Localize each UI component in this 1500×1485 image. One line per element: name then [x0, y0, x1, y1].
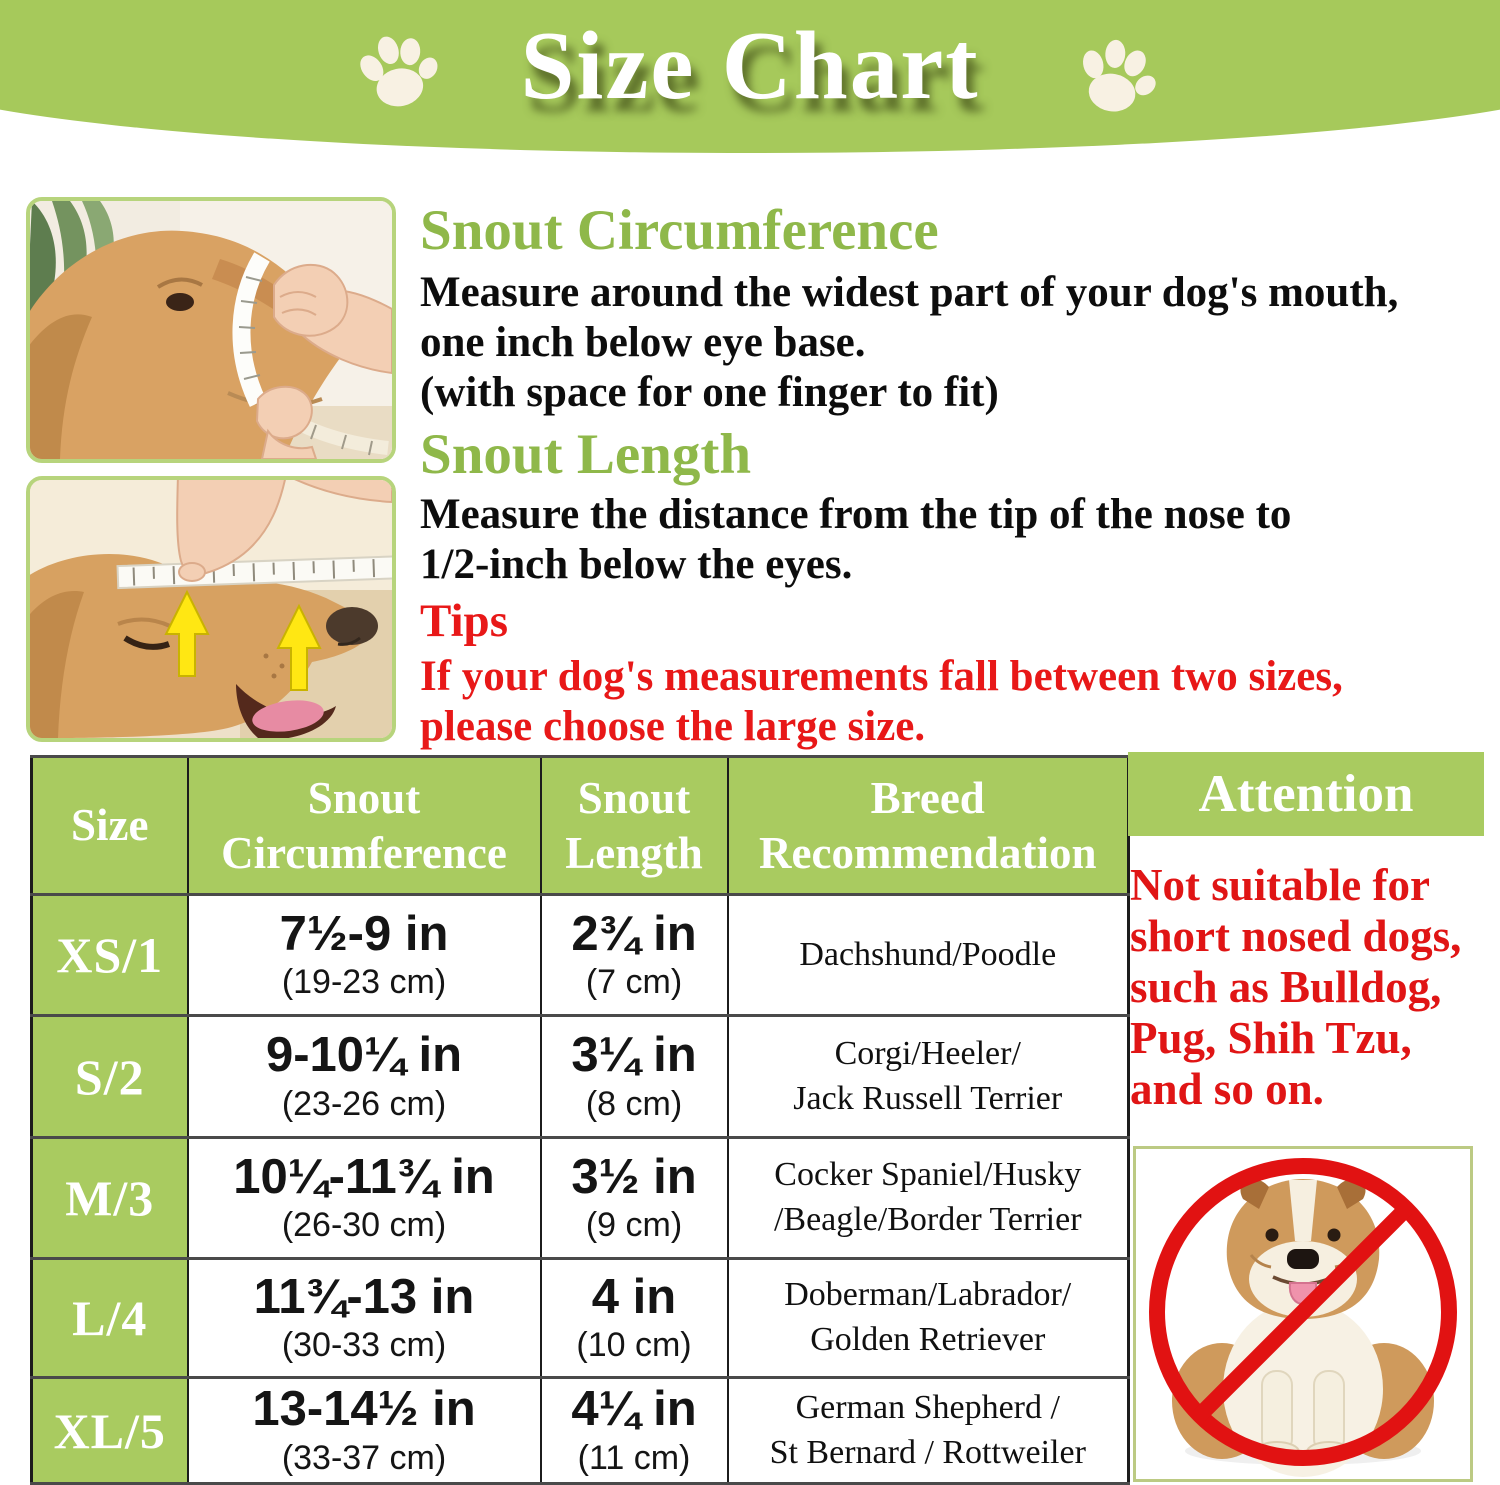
text-line: such as Bulldog, [1130, 962, 1442, 1012]
size-cell: XL/5 [30, 1376, 189, 1485]
snout-length-heading: Snout Length [420, 423, 752, 486]
text-line: please choose the large size. [420, 703, 926, 750]
cm-value: (23-26 cm) [281, 1084, 447, 1123]
circumference-cell: 10¼-11¾ in (26-30 cm) [186, 1136, 542, 1260]
column-header-circumference: Snout Circumference [186, 755, 542, 896]
prohibited-bulldog-image [1133, 1146, 1473, 1482]
table-row: L/4 11¾-13 in (30-33 cm) 4 in (10 cm) Do… [30, 1257, 1130, 1379]
tips-text: If your dog's measurements fall between … [420, 652, 1343, 752]
breed-line: Dachshund/Poodle [799, 935, 1057, 973]
dog-head [30, 554, 378, 738]
size-cell: M/3 [30, 1136, 189, 1260]
inches-value: 11¾-13 in [253, 1269, 475, 1324]
text-line: one inch below eye base. [420, 319, 866, 366]
snout-circumference-photo [26, 197, 396, 463]
breed-line: Cocker Spaniel/Husky [774, 1156, 1082, 1194]
breed-line: St Bernard / Rottweiler [769, 1433, 1086, 1471]
size-cell: XS/1 [30, 893, 189, 1017]
breed-cell: Cocker Spaniel/Husky /Beagle/Border Terr… [726, 1136, 1130, 1260]
attention-warning-text: Not suitable for short nosed dogs, such … [1130, 860, 1500, 1115]
text-line: 1/2-inch below the eyes. [420, 541, 853, 588]
cm-value: (7 cm) [585, 963, 683, 1002]
column-header-breed: Breed Recommendation [726, 755, 1130, 896]
inches-value: 3½ in [571, 1149, 697, 1204]
snout-length-text: Measure the distance from the tip of the… [420, 490, 1291, 590]
snout-length-photo [26, 476, 396, 742]
table-row: S/2 9-10¼ in (23-26 cm) 3¼ in (8 cm) Cor… [30, 1014, 1130, 1139]
banner: Size Chart [0, 0, 1500, 153]
text-line: If your dog's measurements fall between … [420, 653, 1343, 700]
table-row: M/3 10¼-11¾ in (26-30 cm) 3½ in (9 cm) C… [30, 1136, 1130, 1260]
cm-value: (11 cm) [577, 1438, 691, 1477]
cm-value: (26-30 cm) [281, 1206, 447, 1245]
text-line: Measure around the widest part of your d… [420, 269, 1399, 316]
table-row: XS/1 7½-9 in (19-23 cm) 2¾ in (7 cm) Dac… [30, 893, 1130, 1017]
inches-value: 4¼ in [571, 1382, 697, 1437]
size-cell: L/4 [30, 1257, 189, 1379]
page-title: Size Chart [520, 12, 980, 119]
text-line: and so on. [1130, 1064, 1324, 1114]
breed-cell: Doberman/Labrador/ Golden Retriever [726, 1257, 1130, 1379]
circumference-cell: 13-14½ in (33-37 cm) [186, 1376, 542, 1485]
text-line: Measure the distance from the tip of the… [420, 491, 1292, 538]
inches-value: 3¼ in [571, 1028, 697, 1083]
paw-print-icon [360, 36, 438, 107]
column-header-size: Size [30, 755, 189, 896]
text-line: Pug, Shih Tzu, [1130, 1013, 1412, 1063]
inches-value: 4 in [591, 1269, 677, 1324]
cm-value: (30-33 cm) [281, 1326, 447, 1365]
size-cell: S/2 [30, 1014, 189, 1139]
circumference-cell: 9-10¼ in (23-26 cm) [186, 1014, 542, 1139]
length-cell: 4 in (10 cm) [539, 1257, 729, 1379]
breed-cell: German Shepherd / St Bernard / Rottweile… [726, 1376, 1130, 1485]
circumference-cell: 11¾-13 in (30-33 cm) [186, 1257, 542, 1379]
size-chart-table: Size Snout Circumference Snout Length Br… [30, 755, 1130, 1485]
length-cell: 3½ in (9 cm) [539, 1136, 729, 1260]
inches-value: 9-10¼ in [265, 1028, 463, 1083]
text-line: Not suitable for [1130, 860, 1430, 910]
table-row: XL/5 13-14½ in (33-37 cm) 4¼ in (11 cm) … [30, 1376, 1130, 1485]
cm-value: (19-23 cm) [281, 963, 447, 1002]
hands [255, 264, 392, 459]
hand [176, 480, 392, 582]
text-line: (with space for one finger to fit) [420, 369, 999, 416]
column-header-length: Snout Length [539, 755, 729, 896]
tips-heading: Tips [420, 595, 508, 647]
breed-line: Doberman/Labrador/ [784, 1276, 1072, 1314]
breed-cell: Corgi/Heeler/ Jack Russell Terrier [726, 1014, 1130, 1139]
cm-value: (8 cm) [585, 1084, 683, 1123]
attention-heading: Attention [1198, 765, 1414, 823]
inches-value: 7½-9 in [279, 906, 449, 961]
breed-line: Jack Russell Terrier [793, 1079, 1063, 1117]
no-symbol-icon [1149, 1158, 1457, 1466]
circumference-cell: 7½-9 in (19-23 cm) [186, 893, 542, 1017]
length-cell: 2¾ in (7 cm) [539, 893, 729, 1017]
attention-header: Attention [1128, 752, 1484, 836]
inches-value: 13-14½ in [252, 1382, 476, 1437]
inches-value: 2¾ in [571, 906, 697, 961]
breed-line: Corgi/Heeler/ [834, 1034, 1021, 1072]
up-arrow-icon [164, 589, 322, 691]
inches-value: 10¼-11¾ in [233, 1149, 495, 1204]
breed-cell: Dachshund/Poodle [726, 893, 1130, 1017]
breed-line: German Shepherd / [795, 1388, 1060, 1426]
breed-line: /Beagle/Border Terrier [773, 1201, 1082, 1238]
snout-circumference-text: Measure around the widest part of your d… [420, 268, 1398, 418]
cm-value: (33-37 cm) [281, 1438, 447, 1477]
length-cell: 4¼ in (11 cm) [539, 1376, 729, 1485]
table-header-row: Size Snout Circumference Snout Length Br… [30, 755, 1130, 896]
text-line: short nosed dogs, [1130, 911, 1462, 961]
snout-circumference-heading: Snout Circumference [420, 199, 939, 262]
cm-value: (9 cm) [585, 1206, 683, 1245]
length-cell: 3¼ in (8 cm) [539, 1014, 729, 1139]
paw-print-icon [1083, 39, 1156, 112]
cm-value: (10 cm) [576, 1326, 692, 1365]
breed-line: Golden Retriever [810, 1321, 1046, 1358]
